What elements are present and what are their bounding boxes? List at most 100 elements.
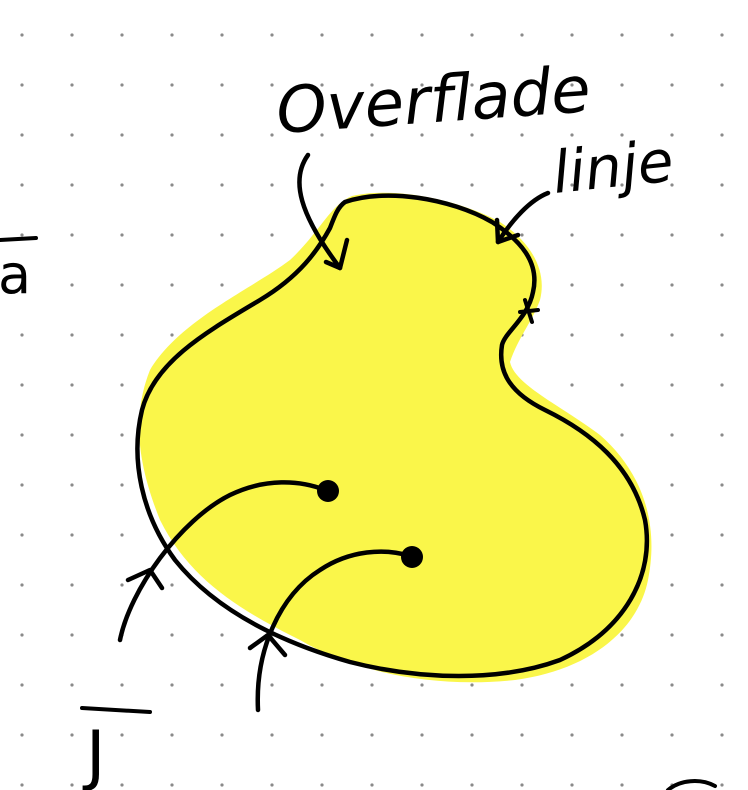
grid-dot bbox=[220, 183, 224, 187]
grid-dot bbox=[120, 333, 124, 337]
grid-dot bbox=[20, 633, 24, 637]
grid-dot bbox=[720, 33, 724, 37]
grid-dot bbox=[320, 683, 324, 687]
grid-dot bbox=[670, 183, 674, 187]
grid-dot bbox=[620, 633, 624, 637]
grid-dot bbox=[670, 433, 674, 437]
grid-dot bbox=[420, 133, 424, 137]
grid-dot bbox=[270, 783, 274, 787]
grid-dot bbox=[70, 783, 74, 787]
grid-dot bbox=[20, 783, 24, 787]
grid-dot bbox=[20, 133, 24, 137]
grid-dot bbox=[620, 233, 624, 237]
grid-dot bbox=[720, 383, 724, 387]
grid-dot bbox=[70, 533, 74, 537]
grid-dot bbox=[570, 383, 574, 387]
grid-dot bbox=[420, 733, 424, 737]
grid-dot bbox=[70, 483, 74, 487]
grid-dot bbox=[520, 233, 524, 237]
grid-dot bbox=[20, 383, 24, 387]
grid-dot bbox=[720, 733, 724, 737]
grid-dot bbox=[20, 483, 24, 487]
grid-dot bbox=[270, 183, 274, 187]
grid-dot bbox=[120, 283, 124, 287]
grid-dot bbox=[670, 733, 674, 737]
grid-dot bbox=[670, 483, 674, 487]
grid-dot bbox=[320, 133, 324, 137]
grid-dot bbox=[220, 683, 224, 687]
surface-fill bbox=[139, 192, 652, 683]
grid-dot bbox=[620, 83, 624, 87]
grid-dot bbox=[120, 683, 124, 687]
grid-dot bbox=[120, 133, 124, 137]
grid-dot bbox=[720, 633, 724, 637]
grid-dot bbox=[120, 483, 124, 487]
grid-dot bbox=[120, 783, 124, 787]
grid-dot bbox=[270, 233, 274, 237]
grid-dot bbox=[720, 283, 724, 287]
grid-dot bbox=[170, 333, 174, 337]
current-line-2-endpoint bbox=[401, 546, 423, 568]
grid-dot bbox=[570, 83, 574, 87]
grid-dot bbox=[420, 83, 424, 87]
grid-dot bbox=[570, 733, 574, 737]
grid-dot bbox=[220, 283, 224, 287]
grid-dot bbox=[70, 33, 74, 37]
grid-dot bbox=[620, 283, 624, 287]
grid-dot bbox=[170, 233, 174, 237]
grid-dot bbox=[20, 283, 24, 287]
grid-dot bbox=[720, 533, 724, 537]
grid-dot bbox=[20, 183, 24, 187]
grid-dot bbox=[470, 183, 474, 187]
grid-dot bbox=[320, 733, 324, 737]
grid-dot bbox=[670, 283, 674, 287]
grid-dot bbox=[620, 33, 624, 37]
grid-dot bbox=[470, 83, 474, 87]
grid-dot bbox=[520, 33, 524, 37]
grid-dot bbox=[670, 83, 674, 87]
grid-dot bbox=[270, 83, 274, 87]
vector-j: J bbox=[80, 706, 152, 790]
surface-boundary bbox=[135, 193, 650, 679]
grid-dot bbox=[670, 33, 674, 37]
grid-dot bbox=[370, 133, 374, 137]
grid-dot bbox=[170, 33, 174, 37]
grid-dot bbox=[20, 333, 24, 337]
grid-dot bbox=[20, 683, 24, 687]
grid-dot bbox=[570, 233, 574, 237]
grid-dot bbox=[570, 333, 574, 337]
grid-dot bbox=[520, 733, 524, 737]
grid-dot bbox=[70, 233, 74, 237]
vector-j-label: J bbox=[82, 717, 105, 790]
grid-dot bbox=[620, 333, 624, 337]
grid-dot bbox=[220, 783, 224, 787]
corner-mark bbox=[666, 779, 717, 790]
vector-a-label: a bbox=[0, 243, 31, 306]
grid-dot bbox=[70, 683, 74, 687]
grid-dot bbox=[670, 333, 674, 337]
grid-dot bbox=[20, 433, 24, 437]
surface-arrow bbox=[297, 152, 350, 271]
grid-dot bbox=[720, 483, 724, 487]
grid-dot bbox=[70, 283, 74, 287]
line-arrow bbox=[494, 190, 551, 245]
grid-dot bbox=[620, 133, 624, 137]
grid-dot bbox=[470, 733, 474, 737]
grid-dot bbox=[720, 233, 724, 237]
grid-dot bbox=[470, 33, 474, 37]
surface-label: Overflade bbox=[274, 53, 593, 149]
grid-dot bbox=[620, 383, 624, 387]
grid-dot bbox=[70, 433, 74, 437]
grid-dot bbox=[120, 533, 124, 537]
grid-dot bbox=[20, 233, 24, 237]
grid-dot bbox=[370, 733, 374, 737]
grid-dot bbox=[220, 33, 224, 37]
grid-dot bbox=[270, 733, 274, 737]
grid-dot bbox=[120, 383, 124, 387]
grid-dot bbox=[220, 83, 224, 87]
grid-dot bbox=[520, 133, 524, 137]
grid-dot bbox=[170, 583, 174, 587]
line-tick bbox=[518, 298, 540, 324]
grid-dot bbox=[370, 33, 374, 37]
